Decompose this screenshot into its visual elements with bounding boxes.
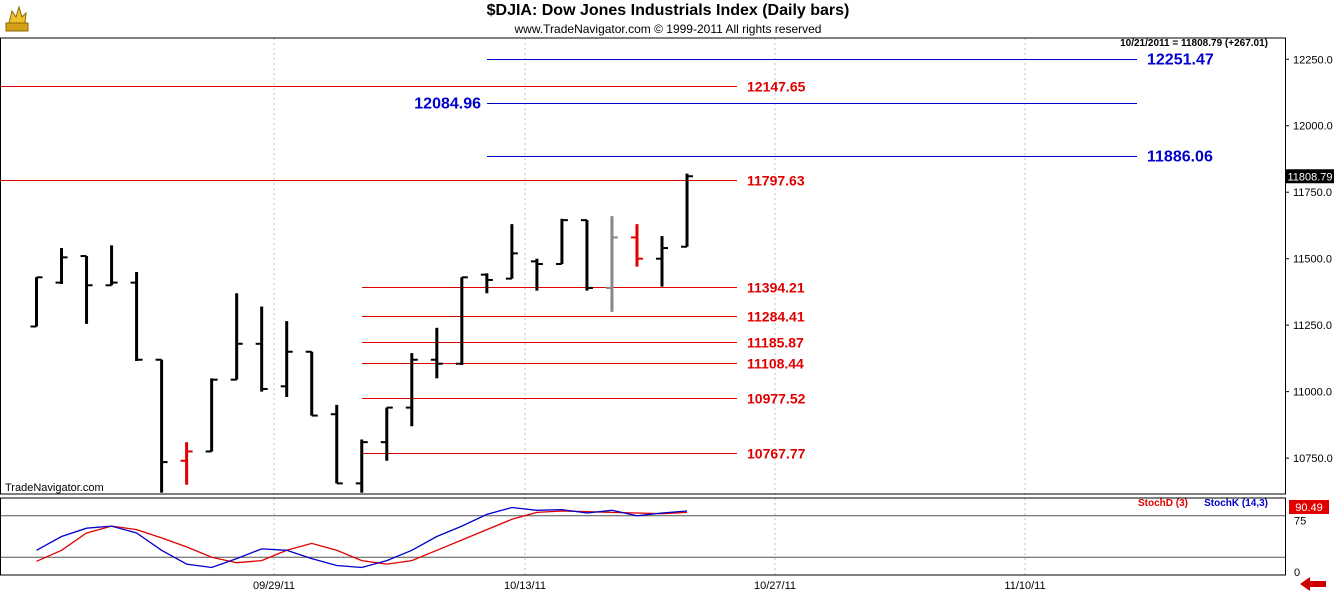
level-label: 11185.87 <box>747 335 804 351</box>
ohlc-bar <box>80 255 93 324</box>
ohlc-bar <box>681 173 694 248</box>
last-value-label: 11808.79 <box>1287 171 1332 183</box>
ohlc-bar <box>656 236 668 287</box>
price-panel-frame <box>0 37 1286 495</box>
stoch-y-tick-label: 75 <box>1294 515 1306 527</box>
stoch-y-tick-label: 0 <box>1294 567 1300 579</box>
ohlc-bar <box>580 219 593 291</box>
ohlc-bar <box>230 293 243 381</box>
y-tick-label: 10750.0 <box>1293 453 1333 465</box>
level-label: 11886.06 <box>1147 149 1213 166</box>
level-label: 11284.41 <box>747 309 805 325</box>
ohlc-bar <box>355 439 368 493</box>
ohlc-bar <box>205 378 218 453</box>
ohlc-bar <box>130 271 143 362</box>
ohlc-bar <box>530 258 543 291</box>
x-tick-label: 09/29/11 <box>253 580 295 592</box>
y-tick-label: 11500.0 <box>1293 254 1332 266</box>
ohlc-bar <box>105 245 118 287</box>
ohlc-bar <box>380 406 393 461</box>
stoch-line <box>36 506 688 569</box>
axes: 09/29/11 10/13/11 10/27/11 11/10/11 10750.0 1… <box>0 37 1334 592</box>
ohlc-bar <box>30 276 43 328</box>
stoch-last-tag <box>1289 500 1329 514</box>
stoch-line <box>36 510 688 565</box>
chart-title: $DJIA: Dow Jones Industrials Index (Dail… <box>486 2 850 19</box>
watermark: TradeNavigator.com <box>5 482 104 494</box>
ohlc-bar <box>330 404 343 485</box>
legend-stochk: StochK (14,3) <box>1204 498 1268 509</box>
copyright-subtitle: www.TradeNavigator.com © 1999-2011 All r… <box>514 22 822 36</box>
ohlc-bar <box>555 218 568 266</box>
level-label: 10977.52 <box>747 391 806 407</box>
ohlc-bar <box>455 276 468 366</box>
ohlc-bar <box>155 358 168 493</box>
bull-bear-logo-icon <box>5 5 29 32</box>
y-tick-label: 12250.0 <box>1293 54 1333 66</box>
y-tick-label: 11250.0 <box>1293 320 1332 332</box>
level-label: 12251.47 <box>1147 52 1214 69</box>
ohlc-bar <box>405 353 418 427</box>
level-label: 12147.65 <box>747 79 806 95</box>
level-label: 12084.96 <box>414 96 481 113</box>
ohlc-bar <box>430 327 443 379</box>
level-lines: 12251.47 12147.65 12084.96 11886.06 11797.63… <box>0 52 1214 462</box>
last-value-tag <box>1286 169 1334 184</box>
y-tick-label: 11750.0 <box>1293 187 1332 199</box>
price-bars <box>30 173 694 493</box>
stoch-last-value: 90.49 <box>1295 502 1323 514</box>
legend-stochd: StochD (3) <box>1138 498 1188 509</box>
x-tick-label: 10/13/11 <box>504 580 546 592</box>
ohlc-bar <box>55 248 68 284</box>
level-label: 10767.77 <box>747 446 806 462</box>
ohlc-bar <box>605 216 618 312</box>
ohlc-bar <box>255 306 268 392</box>
stochastic-panel: 75 0 StochD (3) StochK (14,3) 90.49 <box>0 498 1329 579</box>
ohlc-bar <box>180 442 193 485</box>
ohlc-bar <box>305 350 318 417</box>
y-tick-label: 12000.0 <box>1293 121 1333 133</box>
ohlc-bar <box>630 224 643 267</box>
y-tick-label: 11000.0 <box>1293 387 1332 399</box>
left-arrow-icon[interactable] <box>1298 576 1328 592</box>
level-label: 11797.63 <box>747 173 805 189</box>
x-tick-label: 11/10/11 <box>1004 580 1045 592</box>
ohlc-bar <box>280 321 293 397</box>
x-tick-label: 10/27/11 <box>754 580 796 592</box>
level-label: 11108.44 <box>747 356 804 372</box>
ohlc-bar <box>480 273 493 294</box>
level-label: 11394.21 <box>747 280 805 296</box>
stoch-panel-frame <box>0 497 1286 576</box>
last-bar-info: 10/21/2011 = 11808.79 (+267.01) <box>1120 38 1268 49</box>
ohlc-bar <box>505 224 518 280</box>
